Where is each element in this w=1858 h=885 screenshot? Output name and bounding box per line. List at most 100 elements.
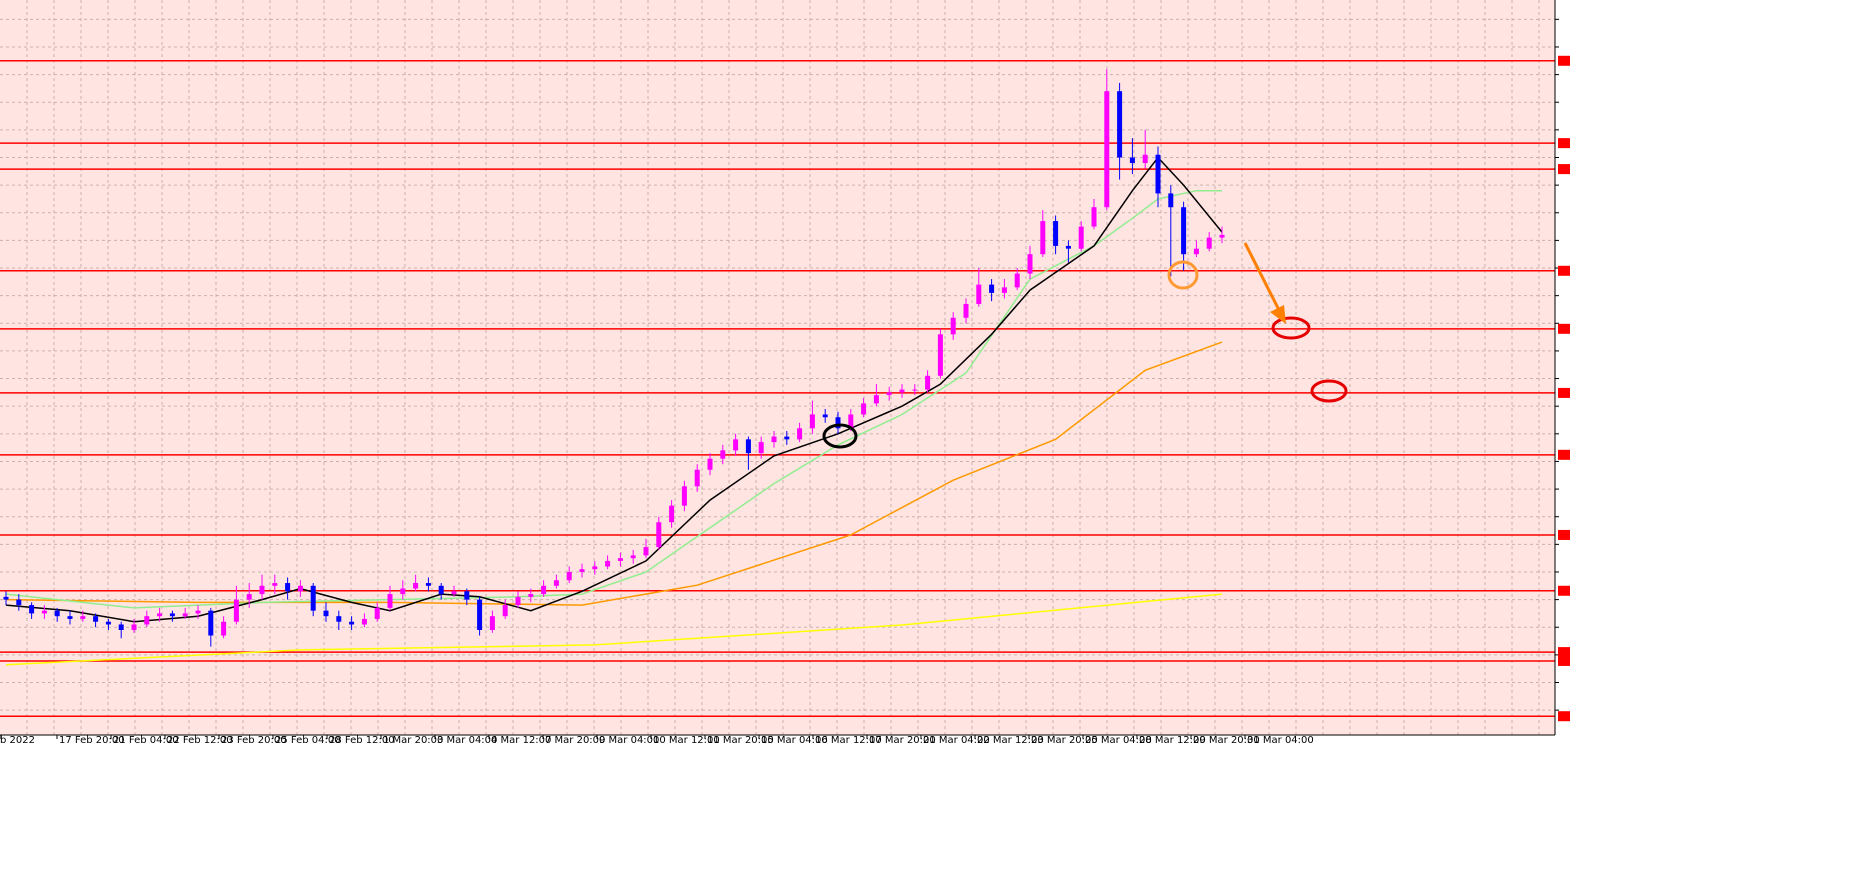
level-tag: [1558, 449, 1570, 460]
candle-body: [1181, 207, 1187, 255]
candle-body: [669, 505, 675, 523]
level-tag: [1558, 265, 1570, 276]
x-tick-label: 9 Mar 04:00: [599, 735, 659, 746]
candle-body: [758, 442, 764, 454]
candle-body: [1155, 154, 1161, 194]
candle-body: [681, 486, 687, 506]
candle-body: [1014, 273, 1020, 288]
candle-body: [1001, 287, 1007, 293]
candle-body: [553, 580, 559, 586]
candle-body: [861, 403, 867, 415]
candle-body: [1129, 157, 1135, 164]
candle-body: [464, 591, 470, 600]
candle-body: [285, 583, 291, 592]
levels: [0, 55, 1570, 722]
candle-body: [93, 616, 99, 622]
level-tag: [1558, 647, 1570, 658]
candle-body: [566, 571, 572, 581]
level-tag: [1558, 164, 1570, 175]
candle-body: [3, 596, 9, 600]
candle-body: [208, 610, 214, 636]
red-ellipse: [1271, 316, 1311, 340]
candle-body: [848, 414, 854, 429]
candle-body: [784, 436, 790, 440]
annotations: [822, 242, 1348, 449]
candle-body: [310, 585, 316, 611]
candle-body: [733, 439, 739, 451]
candle-body: [515, 596, 521, 606]
x-tick-label: 17 Feb 20:00: [59, 735, 125, 746]
level-tag: [1558, 711, 1570, 722]
candle-body: [169, 613, 175, 617]
candle-body: [157, 613, 163, 617]
x-tick-label: 23 Feb 20:00: [221, 735, 287, 746]
candle-body: [118, 624, 124, 630]
plot-background: [0, 0, 1555, 735]
x-tick-label: 4 Mar 12:00: [491, 735, 551, 746]
arrow-head: [1270, 305, 1286, 324]
candle-body: [541, 585, 547, 595]
black-circle: [822, 423, 858, 449]
candle-body: [413, 583, 419, 589]
candle-body: [1206, 237, 1212, 249]
candle-body: [797, 428, 803, 440]
candle-body: [745, 439, 751, 454]
candle-body: [1091, 207, 1097, 227]
arrow-shaft: [1243, 242, 1282, 313]
candle-body: [1078, 226, 1084, 249]
level-tag: [1558, 323, 1570, 334]
x-tick-label: 28 Feb 12:00: [329, 735, 395, 746]
candle-body: [233, 599, 239, 622]
x-tick-label: 11 Mar 20:00: [707, 735, 774, 746]
x-tick-label: 22 Feb 12:00: [167, 735, 233, 746]
candle-body: [1065, 245, 1071, 249]
candle-body: [400, 588, 406, 595]
level-tag: [1558, 585, 1570, 596]
red-ellipse: [1310, 379, 1348, 403]
candle-body: [1040, 221, 1046, 255]
x-tick-label: 31 Mar 04:00: [1247, 735, 1314, 746]
candle-body: [1104, 91, 1110, 208]
candle-body: [937, 334, 943, 376]
candle-body: [489, 616, 495, 630]
x-tick-label: 28 Mar 12:00: [1139, 735, 1206, 746]
candle-body: [656, 522, 662, 548]
candle-body: [54, 610, 60, 617]
candle-body: [41, 610, 47, 614]
level-tag: [1558, 529, 1570, 540]
candle-body: [707, 458, 713, 470]
candle-body: [809, 414, 815, 429]
x-tick-label: 17 Mar 20:00: [869, 735, 936, 746]
candle-body: [29, 605, 35, 614]
candle-body: [1117, 91, 1123, 158]
candle-body: [131, 624, 137, 630]
x-tick-label: 16 Mar 12:00: [815, 735, 882, 746]
candle-body: [989, 284, 995, 293]
moving-average: [5, 593, 1223, 666]
candle-body: [899, 389, 905, 393]
level-tag: [1558, 655, 1570, 666]
x-tick-label: 21 Mar 04:00: [923, 735, 990, 746]
candle-body: [1053, 221, 1059, 246]
candle-body: [374, 607, 380, 619]
candle-body: [323, 610, 329, 617]
level-tag: [1558, 55, 1570, 66]
candle-body: [336, 616, 342, 622]
x-tick-label: 23 Mar 20:00: [1031, 735, 1098, 746]
candle-body: [502, 605, 508, 617]
orange-circle: [1167, 260, 1199, 290]
candle-body: [272, 583, 278, 586]
candle-body: [144, 616, 150, 625]
candle-body: [950, 317, 956, 335]
candle-body: [771, 436, 777, 443]
candle-body: [643, 547, 649, 556]
x-tick-label: 1 Mar 20:00: [383, 735, 443, 746]
level-tag: [1558, 387, 1570, 398]
candle-body: [1027, 254, 1033, 274]
candle-body: [617, 558, 623, 561]
level-tag: [1558, 138, 1570, 149]
candle-body: [873, 395, 879, 404]
candle-body: [105, 621, 111, 625]
candle-body: [1142, 154, 1148, 164]
